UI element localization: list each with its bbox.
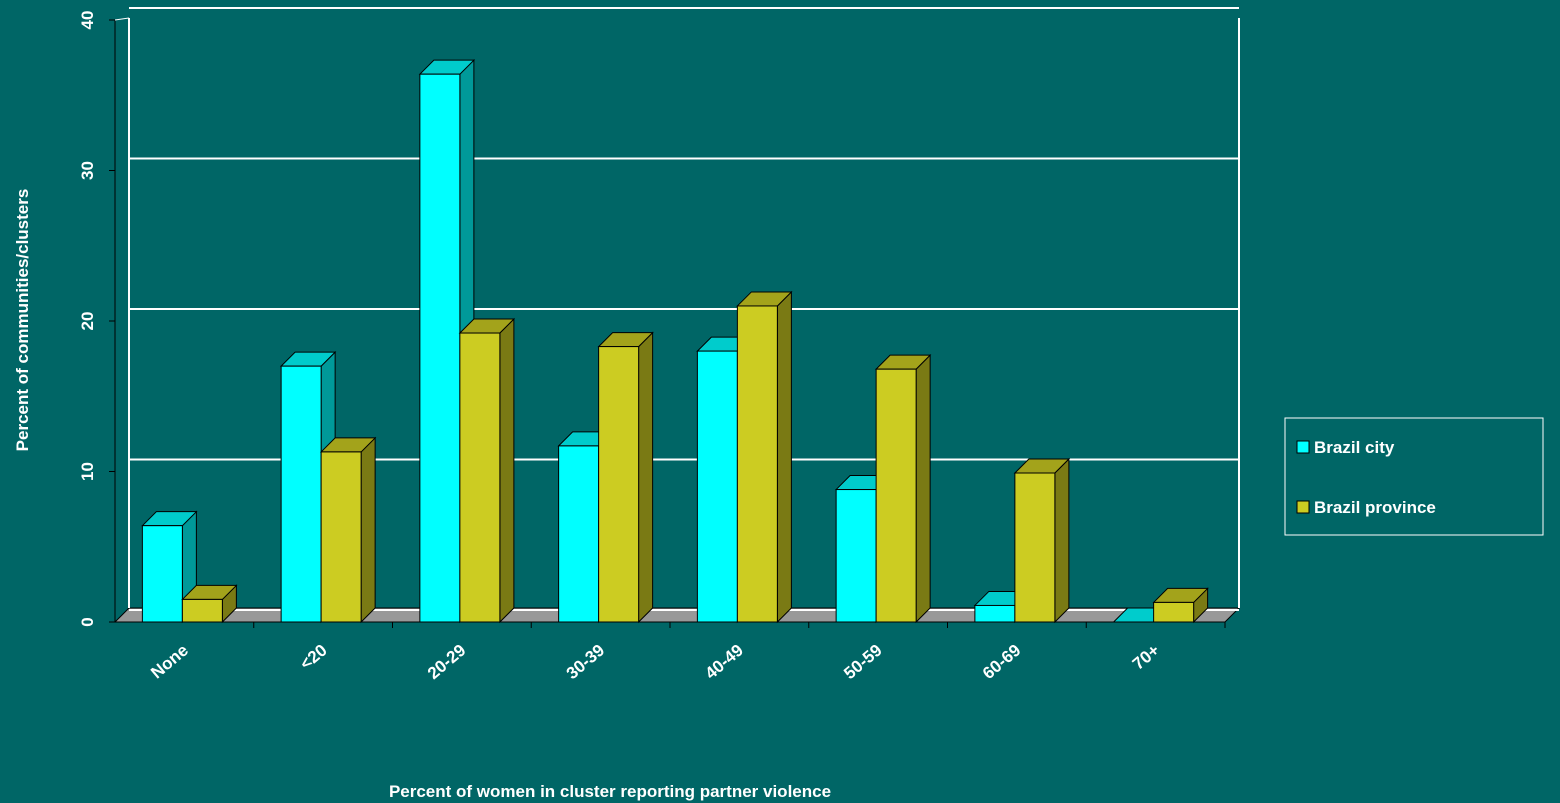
bar — [974, 604, 1016, 623]
bar — [1014, 472, 1056, 623]
y-tick-label: 20 — [78, 312, 97, 331]
x-tick-label: <20 — [296, 641, 330, 674]
bar — [1153, 601, 1195, 623]
bar — [696, 350, 738, 623]
bar — [280, 365, 322, 623]
x-tick-label: 60-69 — [979, 641, 1025, 684]
bar — [320, 451, 362, 623]
bar — [141, 525, 183, 623]
bar — [419, 73, 461, 623]
x-tick-label: 50-59 — [840, 641, 886, 684]
bar-side — [1054, 457, 1070, 624]
bar-side — [776, 290, 792, 624]
bar — [181, 598, 223, 623]
x-tick-label: 30-39 — [563, 641, 609, 684]
legend-swatch — [1296, 500, 1310, 514]
y-tick-label: 40 — [78, 11, 97, 30]
legend-label: Brazil city — [1314, 438, 1395, 457]
bar — [736, 305, 778, 623]
bar — [598, 346, 640, 623]
bar — [558, 445, 600, 623]
x-tick-label: None — [147, 641, 192, 683]
x-axis-label: Percent of women in cluster reporting pa… — [389, 782, 831, 801]
bar-side — [499, 317, 515, 624]
y-axis-label: Percent of communities/clusters — [13, 189, 32, 452]
bar-side — [360, 436, 376, 624]
bar — [835, 489, 877, 623]
bar-side — [638, 331, 654, 624]
x-tick-label: 20-29 — [424, 641, 470, 684]
bar — [875, 368, 917, 623]
x-tick-label: 70+ — [1129, 640, 1163, 673]
legend-box — [1284, 417, 1544, 536]
bar — [459, 332, 501, 623]
left-wall-top — [114, 17, 130, 21]
y-tick-label: 10 — [78, 462, 97, 481]
legend-label: Brazil province — [1314, 498, 1436, 517]
legend-swatch — [1296, 440, 1310, 454]
bar-side — [915, 353, 931, 624]
y-tick-label: 30 — [78, 161, 97, 180]
y-tick-label: 0 — [78, 617, 97, 626]
x-tick-label: 40-49 — [701, 641, 747, 684]
